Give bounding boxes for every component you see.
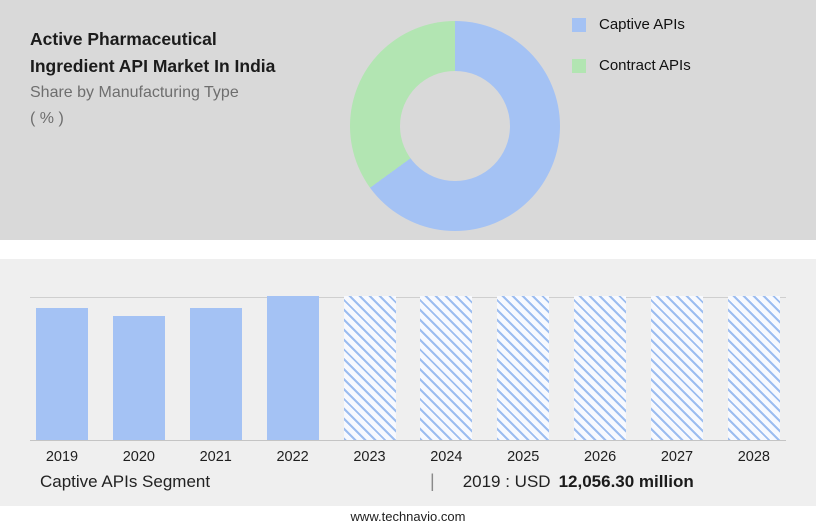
legend-label-captive: Captive APIs: [599, 16, 685, 33]
market-value: 12,056.30 million: [558, 471, 694, 491]
x-axis-label-2024: 2024: [430, 449, 463, 465]
page-title-line-2: Ingredient API Market In India: [30, 56, 276, 76]
caption-separator: |: [430, 471, 435, 491]
bar-panel: 2019 2020 2021 2022 2023 2024 2025 2026 2027 2028…: [0, 259, 816, 506]
bar-2027-hatched: [651, 296, 703, 440]
x-axis-label-2028: 2028: [737, 449, 770, 465]
page-title-line-1: Active Pharmaceutical: [30, 29, 217, 49]
x-axis-label-2022: 2022: [276, 449, 309, 465]
legend-item-captive: Captive APIs: [572, 16, 691, 33]
bar-2020-solid: [112, 316, 165, 440]
x-axis-label-2027: 2027: [660, 449, 694, 465]
value-prefix: 2019 : USD: [462, 471, 551, 491]
bar-2026-hatched: [574, 296, 627, 440]
x-axis-label-2023: 2023: [353, 449, 386, 465]
caption-row: Captive APIs Segment | 2019 : USD 12,056…: [0, 471, 816, 492]
x-axis-label-2021: 2021: [199, 449, 232, 465]
bar-2021-solid: [189, 308, 242, 440]
title-block: Active Pharmaceutical Ingredient API Mar…: [30, 26, 350, 132]
website-footer: www.technavio.com: [0, 506, 816, 528]
share-panel: Active Pharmaceutical Ingredient API Mar…: [0, 0, 816, 240]
x-axis-label-2025: 2025: [507, 449, 540, 465]
bar-2028-hatched: [727, 296, 780, 440]
section-divider: [0, 240, 816, 259]
bar-2024-hatched: [420, 296, 473, 440]
subtitle-line-2: ( % ): [30, 110, 64, 127]
x-axis-labels: 2019 2020 2021 2022 2023 2024 2025 2026 2027 2028: [30, 449, 786, 465]
bars-container: [30, 296, 786, 440]
subtitle-line-1: Share by Manufacturing Type: [30, 84, 239, 101]
donut-chart: [350, 21, 560, 231]
bar-2019-solid: [36, 308, 88, 440]
donut-hole: [400, 71, 510, 181]
segment-label: Captive APIs Segment: [40, 471, 211, 491]
legend-swatch-contract-icon: [572, 58, 586, 73]
bar-2022-solid: [266, 296, 319, 440]
legend-label-contract: Contract APIs: [599, 57, 691, 74]
x-axis-label-2026: 2026: [583, 449, 617, 465]
legend-item-contract: Contract APIs: [572, 57, 691, 74]
legend: Captive APIs Contract APIs: [572, 16, 691, 98]
legend-swatch-captive-icon: [572, 17, 586, 32]
bar-chart-plot: [30, 296, 786, 441]
bar-2025-hatched: [497, 296, 550, 440]
bar-2023-hatched: [343, 296, 396, 440]
x-axis-label-2020: 2020: [122, 449, 155, 465]
x-axis-label-2019: 2019: [45, 449, 79, 465]
